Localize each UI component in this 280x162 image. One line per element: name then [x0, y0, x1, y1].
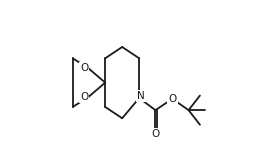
Text: O: O [168, 94, 176, 104]
Text: N: N [137, 91, 145, 101]
Text: O: O [80, 92, 88, 102]
Text: O: O [151, 129, 160, 139]
Text: O: O [80, 63, 88, 73]
